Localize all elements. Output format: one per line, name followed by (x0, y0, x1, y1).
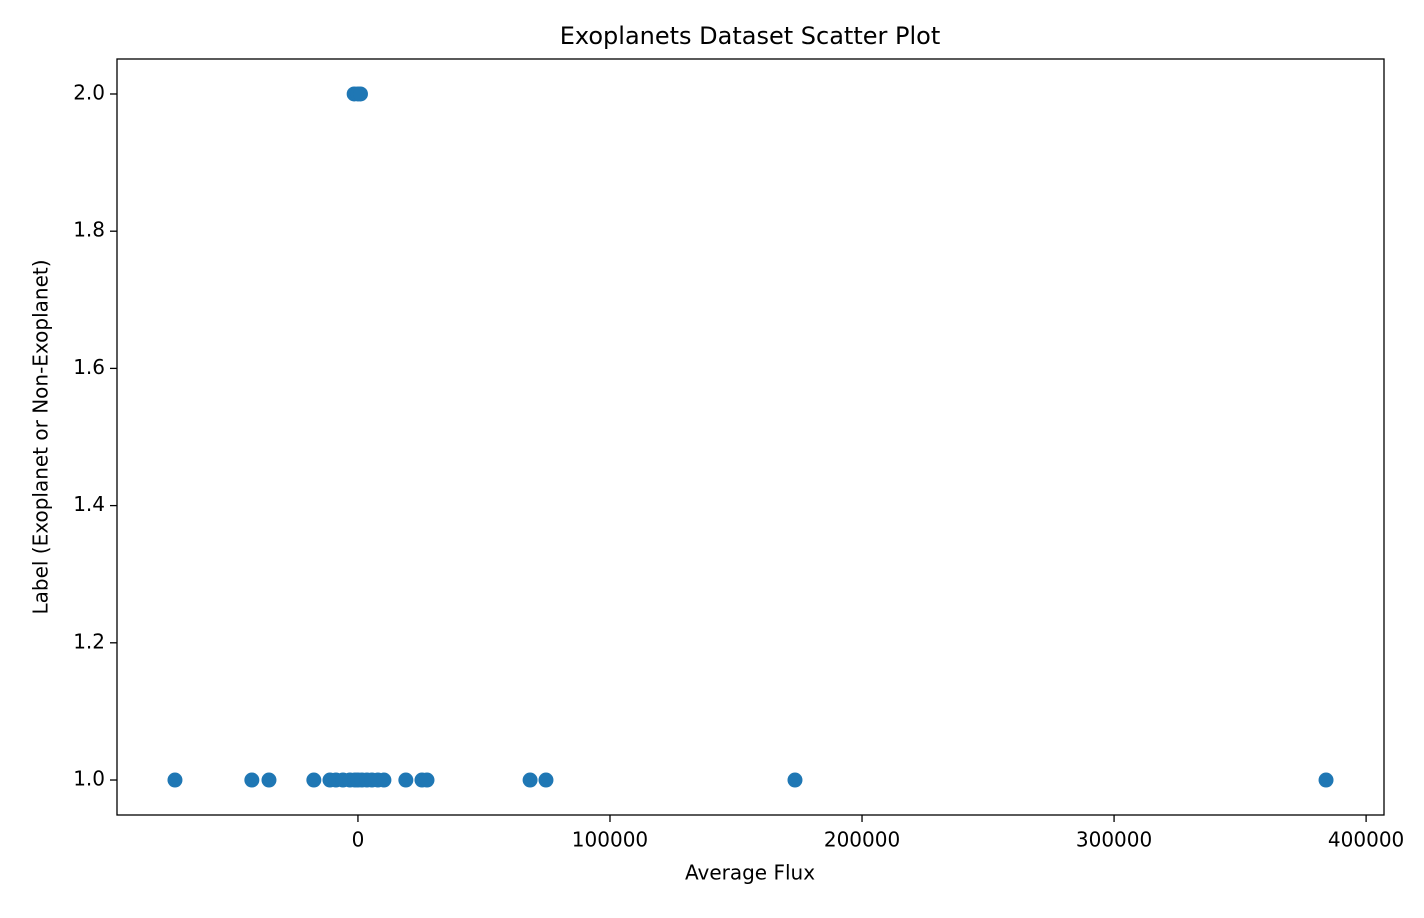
point (522, 772, 538, 788)
point (306, 772, 322, 788)
x-tick-label: 0 (352, 828, 365, 852)
x-tick-label: 200000 (824, 828, 900, 852)
point (398, 772, 414, 788)
y-tick-label: 2.0 (73, 80, 105, 104)
point (376, 772, 392, 788)
x-tick-label: 400000 (1328, 828, 1404, 852)
point (261, 772, 277, 788)
y-tick-label: 1.2 (73, 629, 105, 653)
plot-frame (116, 58, 1385, 816)
x-tick-label: 100000 (572, 828, 648, 852)
chart-title: Exoplanets Dataset Scatter Plot (560, 22, 941, 50)
y-tick-label: 1.0 (73, 767, 105, 791)
point (352, 86, 368, 102)
point (1318, 772, 1334, 788)
y-tick-label: 1.4 (73, 492, 105, 516)
y-axis-label: Label (Exoplanet or Non-Exoplanet) (29, 259, 53, 614)
point (167, 772, 183, 788)
x-tick-label: 300000 (1076, 828, 1152, 852)
y-tick-label: 1.8 (73, 218, 105, 242)
y-tick-label: 1.6 (73, 355, 105, 379)
point (787, 772, 803, 788)
point (419, 772, 435, 788)
x-axis-label: Average Flux (685, 861, 815, 885)
point (538, 772, 554, 788)
point (244, 772, 260, 788)
